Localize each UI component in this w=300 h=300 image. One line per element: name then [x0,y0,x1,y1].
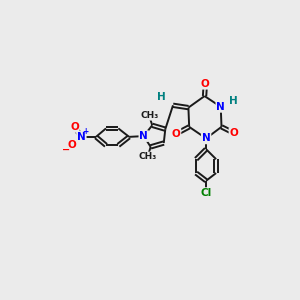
Text: N: N [77,132,86,142]
Text: H: H [157,92,166,102]
Text: N: N [140,131,148,141]
Text: N: N [202,134,211,143]
Text: O: O [68,140,76,150]
Text: O: O [172,129,181,139]
Text: H: H [229,96,237,106]
Text: −: − [62,145,70,155]
Text: N: N [216,102,225,112]
Text: +: + [82,127,88,136]
Text: Cl: Cl [200,188,212,198]
Text: O: O [230,128,238,138]
Text: O: O [70,122,79,132]
Text: O: O [201,79,210,89]
Text: CH₃: CH₃ [139,152,157,161]
Text: CH₃: CH₃ [140,111,158,120]
